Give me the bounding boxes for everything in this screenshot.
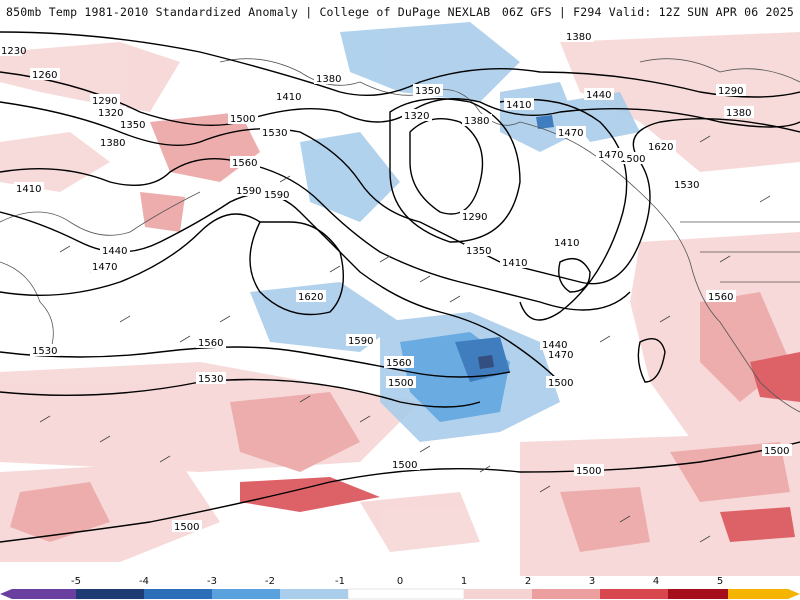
contour-label: 1410 bbox=[554, 238, 579, 249]
contour-label: 1230 bbox=[1, 46, 26, 57]
contour-label: 1380 bbox=[100, 138, 125, 149]
contour-label: 1500 bbox=[764, 446, 789, 457]
contour-label: 1350 bbox=[415, 86, 440, 97]
contour-label: 1470 bbox=[558, 128, 583, 139]
colorbar-segment bbox=[464, 589, 532, 599]
colorbar-tick: -4 bbox=[139, 576, 149, 587]
contour-label: 1260 bbox=[32, 70, 57, 81]
contour-label: 1500 bbox=[392, 460, 417, 471]
contour-label: 1410 bbox=[276, 92, 301, 103]
colorbar-svg bbox=[0, 588, 800, 600]
contour-label: 1470 bbox=[598, 150, 623, 161]
colorbar-segment bbox=[347, 588, 465, 600]
colorbar-tick: -1 bbox=[335, 576, 345, 587]
colorbar-segment bbox=[668, 589, 728, 599]
contour-label: 1500 bbox=[174, 522, 199, 533]
colorbar-tick: 3 bbox=[588, 576, 596, 587]
weather-map: 1230 1260 1290 1320 1350 1380 1410 1440 … bbox=[0, 22, 800, 576]
colorbar-left-arrow bbox=[0, 589, 12, 599]
contour-label: 1410 bbox=[16, 184, 41, 195]
colorbar-segment bbox=[212, 589, 280, 599]
colorbar-tick: 4 bbox=[652, 576, 660, 587]
coastlines bbox=[0, 58, 800, 413]
contour-label: 1590 bbox=[236, 186, 261, 197]
contour-label: 1530 bbox=[198, 374, 223, 385]
colorbar-segment bbox=[600, 589, 668, 599]
contour-label: 1350 bbox=[120, 120, 145, 131]
colorbar-tick: -2 bbox=[265, 576, 275, 587]
contour-label-layer: 1230 1260 1290 1320 1350 1380 1410 1440 … bbox=[0, 30, 792, 533]
contour-label: 1290 bbox=[92, 96, 117, 107]
wind-barbs bbox=[39, 135, 771, 543]
contour-label: 1560 bbox=[232, 158, 257, 169]
map-title: 850mb Temp 1981-2010 Standardized Anomal… bbox=[6, 5, 491, 19]
contour-label: 1410 bbox=[502, 258, 527, 269]
contour-label: 1560 bbox=[198, 338, 223, 349]
contour-label: 1500 bbox=[548, 378, 573, 389]
contour-label: 1500 bbox=[388, 378, 413, 389]
contour-label: 1560 bbox=[386, 358, 411, 369]
colorbar-tick: -5 bbox=[71, 576, 81, 587]
contour-label: 1620 bbox=[648, 142, 673, 153]
colorbar-tick: 1 bbox=[460, 576, 468, 587]
colorbar-right-arrow bbox=[788, 589, 800, 599]
colorbar-tick: 0 bbox=[396, 576, 404, 587]
contour-label: 1290 bbox=[462, 212, 487, 223]
anomaly-colorbar: -5 -4 -3 -2 -1 0 1 2 3 4 5 bbox=[0, 576, 800, 600]
contour-label: 1410 bbox=[506, 100, 531, 111]
contour-label: 1530 bbox=[674, 180, 699, 191]
colorbar-segment bbox=[12, 589, 76, 599]
contour-label: 1380 bbox=[726, 108, 751, 119]
colorbar-segment bbox=[728, 589, 788, 599]
contour-label: 1500 bbox=[230, 114, 255, 125]
contour-label: 1440 bbox=[542, 340, 567, 351]
contour-label: 1290 bbox=[718, 86, 743, 97]
contour-label: 1440 bbox=[586, 90, 611, 101]
contour-label: 1470 bbox=[92, 262, 117, 273]
contour-label: 1350 bbox=[466, 246, 491, 257]
contour-label: 1470 bbox=[548, 350, 573, 361]
contour-label: 1380 bbox=[566, 32, 591, 43]
colorbar-segment bbox=[144, 589, 212, 599]
header: 850mb Temp 1981-2010 Standardized Anomal… bbox=[0, 0, 800, 22]
contour-label: 1320 bbox=[98, 108, 123, 119]
colorbar-tick: -3 bbox=[207, 576, 217, 587]
colorbar-tick: 2 bbox=[524, 576, 532, 587]
contour-label: 1500 bbox=[620, 154, 645, 165]
cool-anomaly-shading bbox=[250, 22, 640, 442]
colorbar-segment bbox=[280, 589, 348, 599]
contour-label: 1590 bbox=[264, 190, 289, 201]
contour-label: 1380 bbox=[316, 74, 341, 85]
colorbar-segment bbox=[532, 589, 600, 599]
contour-label: 1590 bbox=[348, 336, 373, 347]
contour-label: 1440 bbox=[102, 246, 127, 257]
contour-label: 1500 bbox=[576, 466, 601, 477]
colorbar-tick: 5 bbox=[716, 576, 724, 587]
contour-label: 1320 bbox=[404, 111, 429, 122]
colorbar-segment bbox=[76, 589, 144, 599]
contour-label: 1620 bbox=[298, 292, 323, 303]
contour-label: 1380 bbox=[464, 116, 489, 127]
contour-label: 1560 bbox=[708, 292, 733, 303]
model-valid-time: 06Z GFS | F294 Valid: 12Z SUN APR 06 202… bbox=[501, 5, 794, 19]
contour-label: 1530 bbox=[262, 128, 287, 139]
map-canvas: 1230 1260 1290 1320 1350 1380 1410 1440 … bbox=[0, 22, 800, 576]
contour-label: 1530 bbox=[32, 346, 57, 357]
